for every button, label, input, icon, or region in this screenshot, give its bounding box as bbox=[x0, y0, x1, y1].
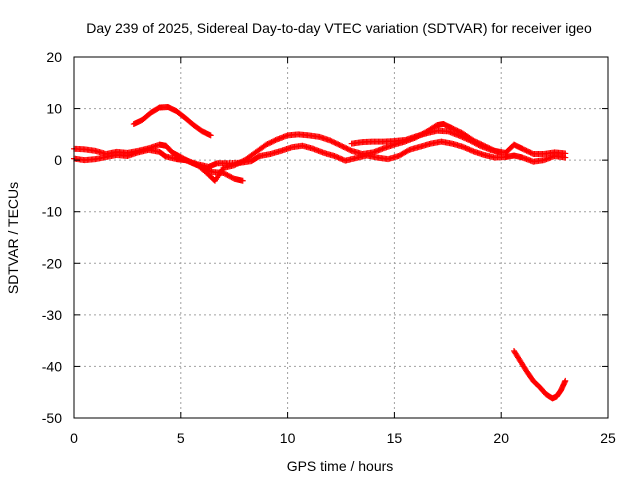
data-point bbox=[231, 162, 238, 169]
x-tick-label: 0 bbox=[70, 430, 78, 446]
data-point-interp bbox=[271, 137, 278, 144]
data-point-interp bbox=[272, 137, 279, 144]
x-tick-label: 5 bbox=[177, 430, 185, 446]
data-point-interp bbox=[520, 146, 527, 153]
y-axis-label: SDTVAR / TECUs bbox=[5, 182, 21, 294]
y-tick-label: 20 bbox=[46, 49, 62, 65]
data-point-interp bbox=[526, 149, 533, 156]
data-point-interp bbox=[340, 143, 347, 150]
data-point bbox=[263, 141, 270, 148]
data-point-interp bbox=[475, 141, 482, 148]
x-axis-label: GPS time / hours bbox=[287, 458, 394, 474]
data-point bbox=[239, 177, 246, 184]
y-tick-label: -10 bbox=[42, 204, 62, 220]
data-point-interp bbox=[333, 140, 340, 147]
data-point-interp bbox=[267, 139, 274, 146]
data-point-interp bbox=[335, 141, 342, 148]
data-series bbox=[71, 104, 569, 402]
data-point bbox=[338, 142, 344, 149]
data-point-interp bbox=[237, 159, 244, 166]
data-point-interp bbox=[342, 144, 349, 151]
y-tick-label: 0 bbox=[54, 152, 62, 168]
data-point-interp bbox=[332, 140, 339, 147]
plot-frame bbox=[73, 56, 609, 419]
data-point-interp bbox=[527, 149, 534, 156]
series-arc-4 bbox=[173, 121, 569, 184]
x-tick-label: 20 bbox=[493, 430, 509, 446]
data-point-interp bbox=[524, 148, 531, 155]
x-tick-label: 25 bbox=[600, 430, 616, 446]
data-point-interp bbox=[523, 147, 530, 154]
data-point bbox=[562, 150, 569, 157]
data-point-interp bbox=[528, 150, 535, 157]
y-tick-label: -50 bbox=[42, 410, 62, 426]
data-point-interp bbox=[339, 143, 346, 150]
y-tick-label: -20 bbox=[42, 255, 62, 271]
data-point-interp bbox=[236, 159, 243, 166]
y-tick-label: 10 bbox=[46, 101, 62, 117]
series-arc-3 bbox=[130, 104, 214, 139]
series-arc-2 bbox=[71, 138, 569, 170]
y-tick-label: -40 bbox=[42, 358, 62, 374]
data-point bbox=[519, 145, 526, 152]
x-tick-label: 15 bbox=[387, 430, 403, 446]
data-point-interp bbox=[233, 161, 240, 168]
data-point bbox=[327, 137, 334, 144]
grid bbox=[74, 57, 608, 418]
series-arc-5 bbox=[348, 127, 505, 156]
data-point-interp bbox=[268, 139, 275, 146]
data-point-interp bbox=[239, 158, 246, 165]
data-point-interp bbox=[329, 138, 336, 145]
data-point-interp bbox=[269, 138, 276, 145]
data-point-interp bbox=[522, 147, 529, 154]
data-point bbox=[498, 149, 505, 156]
x-tick-label: 10 bbox=[280, 430, 296, 446]
series-arc-6 bbox=[511, 347, 569, 402]
data-point-interp bbox=[347, 147, 354, 154]
data-point bbox=[562, 377, 569, 384]
y-tick-label: -30 bbox=[42, 307, 62, 323]
data-point bbox=[207, 132, 214, 139]
data-point-interp bbox=[336, 142, 343, 149]
axes: 0 5 10 15 20 25 -50 -40 -30 -20 -10 0 10 20 bbox=[42, 49, 616, 446]
data-point-interp bbox=[343, 145, 350, 152]
chart-title: Day 239 of 2025, Sidereal Day-to-day VTE… bbox=[86, 20, 592, 36]
data-point-interp bbox=[264, 141, 271, 148]
data-point-interp bbox=[328, 138, 335, 145]
data-point-interp bbox=[232, 161, 239, 168]
data-point-interp bbox=[235, 160, 242, 167]
data-point-interp bbox=[331, 139, 338, 146]
data-point-interp bbox=[265, 140, 272, 147]
data-point-interp bbox=[405, 147, 412, 154]
data-point-interp bbox=[346, 146, 353, 153]
data-point-interp bbox=[344, 145, 351, 152]
